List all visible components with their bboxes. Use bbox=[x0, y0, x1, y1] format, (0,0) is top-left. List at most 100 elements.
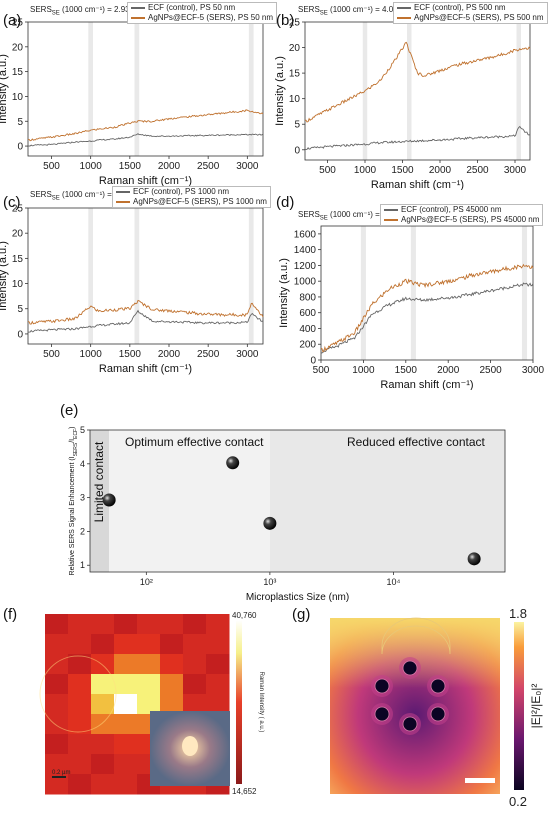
map-pixel bbox=[45, 614, 69, 635]
y-tick-label: 600 bbox=[299, 308, 316, 319]
x-tick-label: 1500 bbox=[391, 165, 414, 176]
panel-label-c: (c) bbox=[3, 194, 21, 211]
colorbar-min-label: 14,652 bbox=[232, 787, 257, 796]
y-axis-label-part: Relative SERS Signal Enhancement (I bbox=[69, 456, 76, 575]
y-tick-label: 25 bbox=[12, 18, 24, 29]
legend-a: ECF (control), PS 50 nm AgNPs@ECF-5 (SER… bbox=[127, 2, 278, 24]
map-pixel bbox=[68, 614, 92, 635]
x-tick-label: 1000 bbox=[352, 365, 375, 376]
legend-entry-agnp: AgNPs@ECF-5 (SERS), PS 1000 nm bbox=[116, 197, 267, 207]
y-tick-label: 0 bbox=[17, 142, 23, 153]
legend-entry-ecf: ECF (control), PS 500 nm bbox=[397, 3, 544, 13]
map-pixel bbox=[137, 674, 161, 695]
map-pixel bbox=[114, 714, 138, 735]
region-0 bbox=[90, 430, 110, 572]
x-tick-label: 1000 bbox=[80, 161, 103, 172]
legend-entry-agnp: AgNPs@ECF-5 (SERS), PS 50 nm bbox=[131, 13, 273, 23]
colorbar-g-min-label: 0.2 bbox=[509, 794, 527, 809]
micrograph-particle bbox=[182, 736, 198, 756]
series-line-ecf bbox=[320, 282, 534, 354]
scale-bar bbox=[52, 776, 66, 778]
map-pixel bbox=[206, 694, 230, 715]
legend-entry-agnp: AgNPs@ECF-5 (SERS), PS 45000 nm bbox=[384, 215, 539, 225]
highlight-band bbox=[248, 208, 254, 344]
y-axis-label: Relative SERS Signal Enhancement (ISERS/… bbox=[69, 427, 79, 576]
map-pixel bbox=[160, 614, 184, 635]
scale-bar-g bbox=[465, 778, 495, 783]
spectrum-chart-c: 500 1000 1500 2000 2500 3000 0 5 10 15 20 25 Raman s… bbox=[0, 204, 264, 375]
plot-frame bbox=[304, 21, 531, 161]
region-1 bbox=[109, 430, 270, 572]
map-pixel bbox=[91, 694, 115, 715]
ag-nanoparticles bbox=[371, 657, 449, 735]
y-tick-label: 1 bbox=[80, 560, 85, 570]
map-pixel bbox=[114, 614, 138, 635]
legend-d: ECF (control), PS 45000 nm AgNPs@ECF-5 (… bbox=[380, 204, 544, 226]
ag-nanoparticle bbox=[430, 678, 446, 694]
y-tick-label: 800 bbox=[299, 292, 316, 303]
map-pixel bbox=[114, 734, 138, 755]
x-tick-label: 3000 bbox=[236, 161, 259, 172]
highlight-band bbox=[516, 22, 521, 160]
region-2 bbox=[269, 430, 505, 572]
y-tick-label: 5 bbox=[17, 117, 23, 128]
y-tick-label: 25 bbox=[12, 204, 24, 215]
region-label-limited: Limited contact bbox=[92, 441, 106, 522]
y-tick-label: 1400 bbox=[294, 245, 317, 256]
y-tick-label: 2 bbox=[80, 526, 85, 536]
map-pixel bbox=[45, 654, 69, 675]
y-tick-label: 10 bbox=[12, 279, 24, 290]
ag-nanoparticle bbox=[402, 716, 418, 732]
map-pixel bbox=[45, 634, 69, 655]
map-pixel bbox=[206, 614, 230, 635]
panel-label-a: (a) bbox=[3, 12, 22, 29]
sers-note-a: SERSSE (1000 cm⁻¹) = 2.93 bbox=[30, 5, 130, 17]
legend-entry-ecf: ECF (control), PS 50 nm bbox=[131, 3, 273, 13]
scale-bar-label: 0.2 µm bbox=[52, 770, 70, 776]
panel-label-b: (b) bbox=[276, 12, 295, 29]
map-pixel bbox=[68, 714, 92, 735]
ag-nanoparticle bbox=[374, 678, 390, 694]
map-pixel bbox=[91, 734, 115, 755]
highlight-band bbox=[521, 226, 528, 360]
x-tick-label: 10² bbox=[140, 577, 153, 587]
particle-outline bbox=[39, 655, 117, 733]
x-tick-label: 2000 bbox=[158, 161, 181, 172]
y-axis-label: Intensity (a.u.) bbox=[275, 56, 286, 126]
series-line-agnp bbox=[320, 263, 534, 353]
y-tick-label: 10 bbox=[12, 92, 24, 103]
y-tick-label: 20 bbox=[289, 43, 301, 54]
x-tick-label: 2500 bbox=[197, 349, 220, 360]
map-pixel bbox=[91, 774, 115, 795]
map-pixel bbox=[91, 674, 115, 695]
y-tick-label: 25 bbox=[289, 18, 301, 29]
x-axis-label: Raman shift (cm⁻¹) bbox=[380, 379, 473, 390]
colorbar-f bbox=[236, 620, 242, 784]
map-pixel bbox=[114, 674, 138, 695]
y-axis-label-part: /I bbox=[69, 439, 76, 443]
ag-nanoparticle bbox=[374, 706, 390, 722]
x-axis-label: Raman shift (cm⁻¹) bbox=[99, 363, 192, 375]
y-tick-label: 0 bbox=[294, 145, 300, 156]
map-pixel bbox=[137, 614, 161, 635]
map-pixel bbox=[114, 654, 138, 675]
x-tick-label: 500 bbox=[313, 365, 330, 376]
legend-entry-ecf: ECF (control), PS 45000 nm bbox=[384, 205, 539, 215]
map-pixel bbox=[183, 654, 207, 675]
highlight-band bbox=[88, 22, 94, 156]
x-axis-label: Raman shift (cm⁻¹) bbox=[99, 175, 192, 187]
y-axis-label: Intensity (a.u.) bbox=[278, 258, 290, 328]
ps-particle-outline bbox=[381, 617, 451, 655]
legend-c: ECF (control), PS 1000 nm AgNPs@ECF-5 (S… bbox=[112, 186, 271, 208]
ag-nanoparticle bbox=[430, 706, 446, 722]
colorbar-g-max-label: 1.8 bbox=[509, 606, 527, 621]
map-pixel bbox=[160, 674, 184, 695]
map-pixel bbox=[45, 754, 69, 775]
map-pixel bbox=[45, 774, 69, 795]
highlight-band bbox=[360, 226, 366, 360]
x-axis-label: Raman shift (cm⁻¹) bbox=[371, 179, 464, 190]
highlight-band bbox=[248, 22, 254, 156]
map-pixel bbox=[91, 634, 115, 655]
x-tick-label: 2000 bbox=[158, 349, 181, 360]
highlight-band bbox=[134, 208, 140, 344]
